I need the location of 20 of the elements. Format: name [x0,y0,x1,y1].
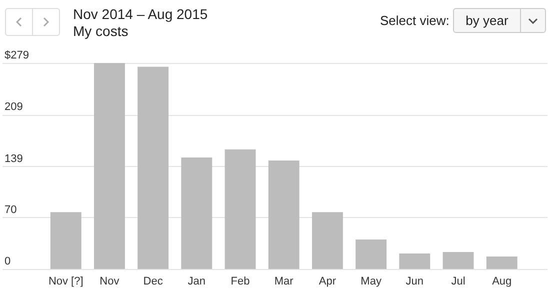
x-tick-label: Jun [406,276,424,288]
y-tick-label: 139 [4,152,23,165]
x-tick-label: Nov [?] [48,276,84,288]
x-tick-label: Apr [318,276,336,288]
x-tick-label: Aug [492,276,512,288]
x-tick-label: May [360,276,382,288]
x-tick-label: Dec [143,276,164,288]
x-tick-label: Jan [188,276,206,288]
y-tick-label: $279 [4,50,29,62]
y-tick-label: 0 [4,256,11,268]
text: Select view: [380,13,450,28]
chart-subtitle: My costs [73,23,130,40]
x-tick-label: Feb [230,276,250,288]
text: by year [464,12,510,30]
y-tick-label: 209 [4,101,23,114]
x-tick-label: Mar [274,276,294,288]
chart-title: Nov 2014 – Aug 2015 [73,6,208,23]
x-tick-label: Jul [451,276,466,288]
y-tick-label: 70 [4,204,17,216]
x-tick-label: Nov [100,276,120,288]
